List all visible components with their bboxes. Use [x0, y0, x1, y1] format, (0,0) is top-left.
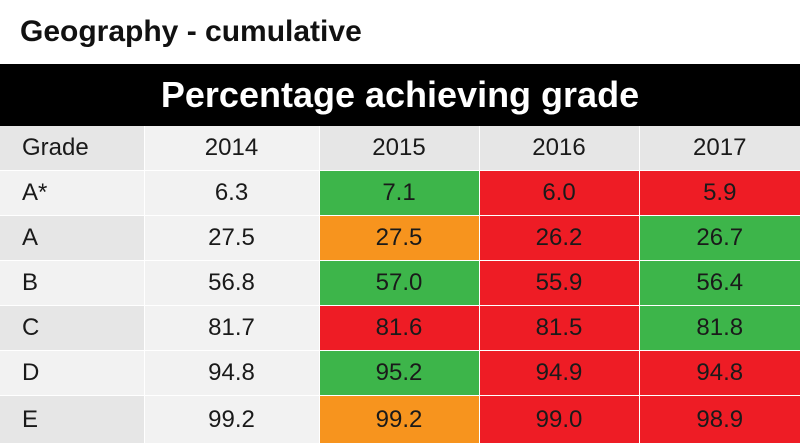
- cell-2016: 26.2: [479, 215, 640, 261]
- column-header-2017: 2017: [639, 126, 800, 171]
- column-header-2015: 2015: [319, 126, 480, 171]
- table-row: B 56.8 57.0 55.9 56.4: [0, 260, 800, 306]
- cell-2017: 5.9: [639, 170, 800, 216]
- cell-2014: 27.5: [144, 215, 320, 261]
- grade-label: A: [0, 215, 145, 261]
- cell-2017: 81.8: [639, 305, 800, 351]
- cell-2015: 95.2: [319, 350, 480, 396]
- cell-2015: 27.5: [319, 215, 480, 261]
- cell-2014: 56.8: [144, 260, 320, 306]
- grade-label: A*: [0, 170, 145, 216]
- grade-label: C: [0, 305, 145, 351]
- cell-2016: 94.9: [479, 350, 640, 396]
- cell-2016: 99.0: [479, 395, 640, 444]
- table-header-row: Grade 2014 2015 2016 2017: [0, 126, 800, 171]
- cell-2015: 81.6: [319, 305, 480, 351]
- cell-2014: 81.7: [144, 305, 320, 351]
- cell-2017: 94.8: [639, 350, 800, 396]
- cell-2017: 98.9: [639, 395, 800, 444]
- cell-2015: 7.1: [319, 170, 480, 216]
- cell-2016: 81.5: [479, 305, 640, 351]
- grade-table: Grade 2014 2015 2016 2017 A* 6.3 7.1 6.0 5.9 A 27.5…: [0, 126, 800, 444]
- table-row: A* 6.3 7.1 6.0 5.9: [0, 170, 800, 216]
- column-header-2014: 2014: [144, 126, 320, 171]
- cell-2014: 99.2: [144, 395, 320, 444]
- table-row: A 27.5 27.5 26.2 26.7: [0, 215, 800, 261]
- table-row: D 94.8 95.2 94.9 94.8: [0, 350, 800, 396]
- cell-2016: 55.9: [479, 260, 640, 306]
- grade-label: E: [0, 395, 145, 444]
- table-banner-title: Percentage achieving grade: [0, 64, 800, 126]
- table-row: E 99.2 99.2 99.0 98.9: [0, 395, 800, 444]
- table-row: C 81.7 81.6 81.5 81.8: [0, 305, 800, 351]
- cell-2016: 6.0: [479, 170, 640, 216]
- cell-2017: 26.7: [639, 215, 800, 261]
- cell-2015: 99.2: [319, 395, 480, 444]
- column-header-grade: Grade: [0, 126, 145, 171]
- cell-2015: 57.0: [319, 260, 480, 306]
- page-title: Geography - cumulative: [20, 15, 362, 48]
- grade-label: D: [0, 350, 145, 396]
- cell-2017: 56.4: [639, 260, 800, 306]
- column-header-2016: 2016: [479, 126, 640, 171]
- cell-2014: 94.8: [144, 350, 320, 396]
- grade-label: B: [0, 260, 145, 306]
- cell-2014: 6.3: [144, 170, 320, 216]
